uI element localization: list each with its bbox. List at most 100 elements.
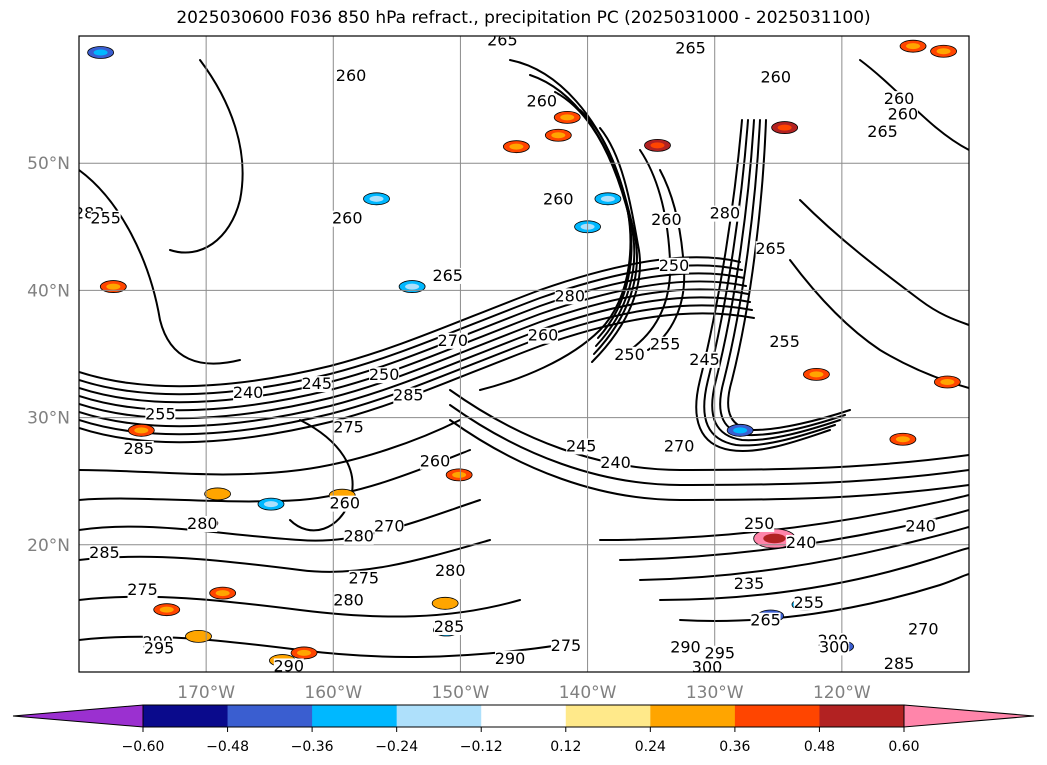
lat-tick-label: 20°N bbox=[27, 536, 70, 556]
contour-label-bg bbox=[692, 659, 723, 672]
contour-label: 275 bbox=[551, 636, 582, 655]
colorbar-extend-low bbox=[12, 704, 144, 728]
contour-label: 260 bbox=[760, 68, 791, 87]
contour-label: 275 bbox=[127, 580, 158, 599]
contour-label: 280 bbox=[333, 590, 364, 609]
colorbar-tick-label: 0.36 bbox=[719, 739, 750, 755]
contour-label-bg bbox=[650, 336, 681, 353]
colorbar-segment bbox=[227, 705, 313, 727]
contour-label-bg bbox=[145, 406, 176, 423]
latitude-tick-labels: 20°N 30°N 40°N 50°N bbox=[27, 154, 70, 556]
precip-blob-core bbox=[509, 143, 524, 150]
contour-label: 250 bbox=[659, 256, 690, 275]
contour-label-bg bbox=[760, 69, 791, 86]
lon-tick-label: 140°W bbox=[559, 683, 617, 703]
contour-label: 260 bbox=[332, 209, 363, 228]
contour-label: 270 bbox=[374, 517, 405, 536]
contour-label: 250 bbox=[614, 345, 645, 364]
contour-label-bg bbox=[329, 495, 360, 512]
contour-label: 240 bbox=[905, 517, 936, 536]
lon-tick-label: 130°W bbox=[686, 683, 744, 703]
precip-blob-core bbox=[777, 124, 792, 131]
contour-label-bg bbox=[332, 210, 363, 227]
precip-blob-core bbox=[936, 48, 951, 55]
contour-label-bg bbox=[301, 376, 332, 393]
contour-label: 270 bbox=[664, 436, 695, 455]
contour-label-bg bbox=[755, 241, 786, 258]
precip-blob-core bbox=[940, 378, 955, 385]
contour-label-bg bbox=[709, 205, 740, 222]
contour-label: 285 bbox=[89, 543, 120, 562]
contour-label: 260 bbox=[329, 494, 360, 513]
contour-label: 285 bbox=[884, 654, 915, 673]
precip-blob-core bbox=[763, 533, 786, 544]
contour-label-bg bbox=[651, 211, 682, 228]
colorbar-tick-label: −0.12 bbox=[460, 739, 503, 755]
contour-label-bg bbox=[887, 106, 918, 123]
contour-label-bg bbox=[566, 438, 597, 455]
contour-label: 300 bbox=[819, 637, 850, 656]
contour-label: 255 bbox=[145, 405, 176, 424]
contour-label: 260 bbox=[336, 66, 367, 85]
contour-label: 245 bbox=[301, 374, 332, 393]
precip-blob-core bbox=[106, 283, 121, 290]
colorbar-segment bbox=[481, 705, 567, 727]
contour-label-bg bbox=[374, 518, 405, 535]
precip-blob-core bbox=[159, 606, 174, 613]
colorbar-tick-label: −0.36 bbox=[291, 739, 334, 755]
colorbar-tick-label: 0.24 bbox=[635, 739, 666, 755]
contour-label-bg bbox=[336, 68, 367, 85]
contour-label-bg bbox=[433, 619, 464, 636]
lon-tick-label: 160°W bbox=[304, 683, 362, 703]
contour-label-bg bbox=[343, 528, 374, 545]
contour-label: 240 bbox=[233, 383, 264, 402]
contour-label: 290 bbox=[670, 637, 701, 656]
contour-label: 260 bbox=[420, 452, 451, 471]
contour-label-bg bbox=[333, 419, 364, 436]
contour-label-bg bbox=[432, 267, 463, 284]
colorbar-frame bbox=[142, 704, 905, 728]
contour-label: 245 bbox=[689, 350, 720, 369]
contour-label: 285 bbox=[434, 617, 465, 636]
contour-label: 255 bbox=[769, 332, 800, 351]
contour-label-bg bbox=[90, 210, 121, 227]
precip-blob-core bbox=[733, 427, 748, 434]
contour-label: 275 bbox=[333, 417, 364, 436]
contour-label-bg bbox=[750, 612, 781, 629]
contour-label: 260 bbox=[888, 104, 919, 123]
colorbar-segment bbox=[143, 705, 229, 727]
precip-blob bbox=[185, 629, 212, 643]
precip-blob-core bbox=[263, 501, 278, 508]
refractivity-contours bbox=[79, 59, 969, 658]
precip-blob-core bbox=[895, 436, 910, 443]
contour-label: 260 bbox=[884, 89, 915, 108]
contour-label: 255 bbox=[90, 209, 121, 228]
contour-label-bg bbox=[769, 334, 800, 351]
contour-label: 260 bbox=[527, 92, 558, 111]
contour-label-bg bbox=[420, 453, 450, 470]
colorbar-segment bbox=[734, 705, 820, 727]
contour-label-bg bbox=[908, 621, 939, 638]
lat-tick-label: 30°N bbox=[27, 409, 70, 429]
contour-label-bg bbox=[554, 288, 585, 305]
contour-label: 285 bbox=[123, 439, 154, 458]
plot-background bbox=[79, 36, 969, 672]
contour-label-bg bbox=[348, 570, 379, 587]
contour-label: 250 bbox=[744, 514, 775, 533]
lat-tick-label: 40°N bbox=[27, 281, 70, 301]
colorbar-tick-label: 0.60 bbox=[888, 739, 919, 755]
contour-label-bg bbox=[689, 351, 720, 368]
contour-label: 265 bbox=[867, 122, 898, 141]
contour-label-bg bbox=[884, 655, 915, 672]
precip-blob-core bbox=[650, 142, 665, 149]
precip-blob bbox=[204, 487, 231, 501]
contour-label-bg bbox=[905, 518, 936, 535]
contour-label-bg bbox=[333, 592, 364, 609]
colorbar: −0.60 −0.48 −0.36 −0.24 −0.12 0.12 0.24 0.36 0.4… bbox=[12, 704, 1035, 755]
contour-label-bg bbox=[437, 332, 468, 349]
precip-blob-core bbox=[134, 427, 149, 434]
contour-label: 270 bbox=[908, 620, 939, 639]
contour-label-bg bbox=[793, 594, 824, 611]
colorbar-tick-label: −0.48 bbox=[206, 739, 249, 755]
